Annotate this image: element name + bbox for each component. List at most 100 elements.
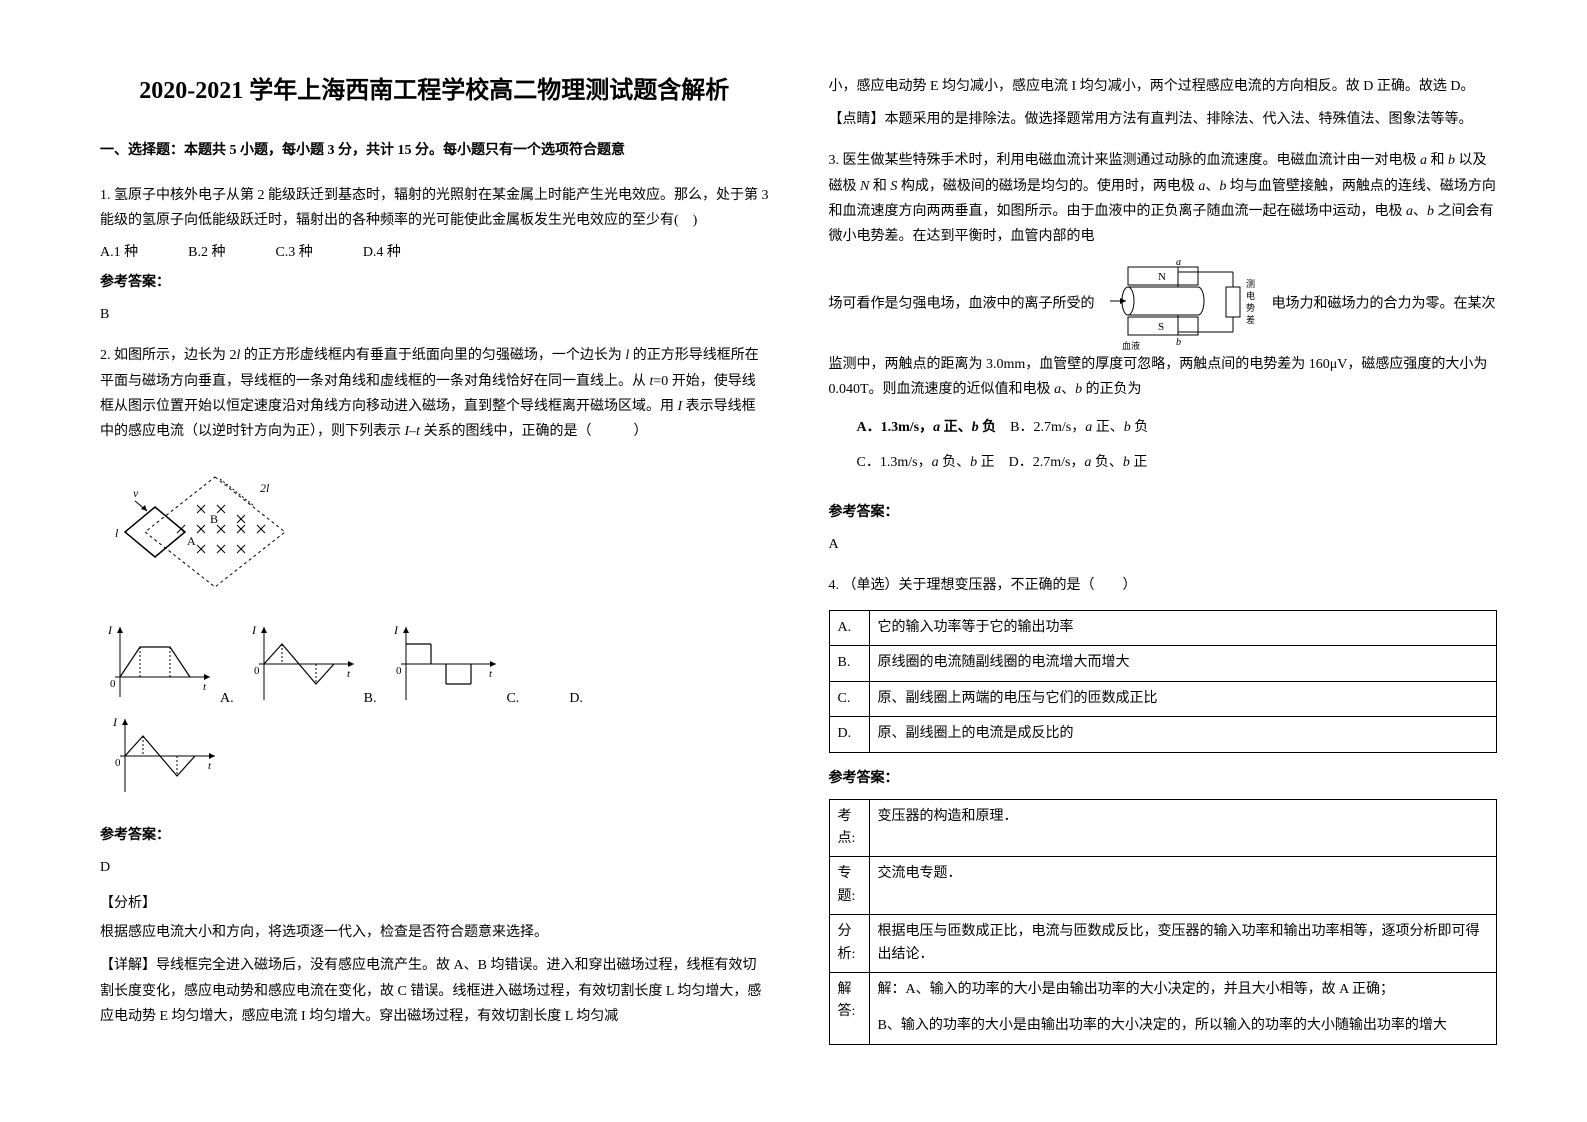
q3t8: 、: [1413, 204, 1427, 219]
q3-continuation: 场可看作是匀强电场，血液中的离子所受的 N S a b: [829, 257, 1498, 402]
q2-answer: D: [100, 860, 769, 876]
labelC: C.: [506, 691, 519, 707]
q1-options: A.1 种 B.2 种 C.3 种 D.4 种: [100, 241, 769, 261]
q3t13: 的正负为: [1082, 382, 1142, 397]
question-1: 1. 氢原子中核外电子从第 2 能级跃迁到基态时，辐射的光照射在某金属上时能产生…: [100, 183, 769, 233]
q2-dianping-text: 本题采用的是排除法。做选择题常用方法有直判法、排除法、代入法、特殊值法、图象法等…: [885, 112, 1473, 127]
q3-answer: A: [829, 537, 1498, 553]
q4-r1: 变压器的构造和原理．: [869, 799, 1497, 857]
q1-optC: C.3 种: [275, 241, 312, 261]
q1-answer: B: [100, 307, 769, 323]
svg-text:0: 0: [254, 665, 260, 677]
q3oCa: a: [932, 455, 939, 470]
q3oA1: A．1.3m/s，: [857, 420, 934, 435]
q1-optD: D.4 种: [363, 241, 401, 261]
svg-text:0: 0: [110, 678, 116, 690]
svg-text:l: l: [115, 526, 119, 540]
q4-optB: 原线圈的电流随副线圈的电流增大而增大: [869, 646, 1497, 681]
svg-text:差: 差: [1246, 314, 1255, 325]
svg-text:t: t: [489, 668, 493, 680]
q2-t1: 2. 如图所示，边长为 2: [100, 348, 237, 363]
q4-optC: 原、副线圈上两端的电压与它们的匝数成正比: [869, 681, 1497, 716]
detail-label: 【详解】: [100, 958, 156, 973]
q3b3: b: [1427, 204, 1434, 219]
q2-detail-cont: 小，感应电动势 E 均匀减小，感应电流 I 均匀减小，两个过程感应电流的方向相反…: [829, 74, 1498, 99]
q4-r2: 交流电专题．: [869, 857, 1497, 915]
q4-r4-p1: 解：A、输入的功率的大小是由输出功率的大小决定的，并且大小相等，故 A 正确；: [878, 979, 1489, 1001]
q3t1: 3. 医生做某些特殊手术时，利用电磁血流计来监测通过动脉的血流速度。电磁血流计由…: [829, 153, 1421, 168]
q2-t2: 的正方形虚线框内有垂直于纸面向里的匀强磁场，一个边长为: [240, 348, 625, 363]
q3oC1: C．1.3m/s，: [857, 455, 932, 470]
answer-label-2: 参考答案：: [100, 824, 769, 844]
svg-text:I: I: [251, 623, 257, 637]
svg-text:B: B: [210, 512, 218, 526]
q3a4: a: [1054, 382, 1061, 397]
q3oB1: B．2.7m/s，: [1010, 420, 1085, 435]
q3-options: A．1.3m/s，a 正、b 负 B．2.7m/s，a 正、b 负 C．1.3m…: [857, 409, 1498, 485]
left-column: 2020-2021 学年上海西南工程学校高二物理测试题含解析 一、选择题：本题共…: [100, 70, 769, 1082]
q3t6: 、: [1205, 179, 1219, 194]
q3t10: 场可看作是匀强电场，血液中的离子所受的: [829, 297, 1095, 312]
analysis-label: 【分析】: [100, 892, 769, 912]
svg-text:0: 0: [115, 757, 121, 769]
q2-option-figures: I 0 t A. I 0 t B.: [100, 622, 769, 707]
table-row: A.它的输入功率等于它的输出功率: [829, 611, 1497, 646]
q1-optA: A.1 种: [100, 241, 138, 261]
q4-r4-p2: B、输入的功率的大小是由输出功率的大小决定的，所以输入的功率的大小随输出功率的增…: [878, 1015, 1489, 1037]
q3t12: 、: [1061, 382, 1075, 397]
q4-optD-label: D.: [829, 717, 869, 752]
q3oA2: 正、: [940, 420, 972, 435]
svg-text:a: a: [1176, 257, 1181, 268]
table-row: 专题:交流电专题．: [829, 857, 1497, 915]
q3oB3: 负: [1131, 420, 1149, 435]
q3a3: a: [1406, 204, 1413, 219]
q3oD2: 负、: [1091, 455, 1123, 470]
svg-text:t: t: [203, 681, 207, 693]
q2-detail: 【详解】导线框完全进入磁场后，没有感应电流产生。故 A、B 均错误。进入和穿出磁…: [100, 953, 769, 1029]
question-3: 3. 医生做某些特殊手术时，利用电磁血流计来监测通过动脉的血流速度。电磁血流计由…: [829, 148, 1498, 249]
table-row: 解答: 解：A、输入的功率的大小是由输出功率的大小决定的，并且大小相等，故 A …: [829, 972, 1497, 1044]
labelA: A.: [220, 691, 234, 707]
q4-optC-label: C.: [829, 681, 869, 716]
q3-optD: D．2.7m/s，a 负、b 正: [1009, 455, 1148, 470]
q2-analysis: 根据感应电流大小和方向，将选项逐一代入，检查是否符合题意来选择。: [100, 920, 769, 945]
q2-It: I–t: [405, 424, 421, 439]
svg-text:血液: 血液: [1122, 340, 1140, 351]
q4-analysis-table: 考点:变压器的构造和原理． 专题:交流电专题． 分析:根据电压与匝数成正比，电流…: [829, 799, 1498, 1045]
q3oB2: 正、: [1092, 420, 1124, 435]
q4-optA: 它的输入功率等于它的输出功率: [869, 611, 1497, 646]
q3oBb: b: [1124, 420, 1131, 435]
q3oD3: 正: [1130, 455, 1148, 470]
table-row: 分析:根据电压与匝数成正比，电流与匝数成反比，变压器的输入功率和输出功率相等，逐…: [829, 915, 1497, 973]
labelB: B.: [364, 691, 377, 707]
q2-dianping: 【点睛】本题采用的是排除法。做选择题常用方法有直判法、排除法、代入法、特殊值法、…: [829, 107, 1498, 132]
q4-r3-label: 分析:: [829, 915, 869, 973]
q3oDb: b: [1123, 455, 1130, 470]
q3b4: b: [1075, 382, 1082, 397]
q3t5: 构成，磁极间的磁场是均匀的。使用时，两电极: [897, 179, 1198, 194]
svg-text:测: 测: [1246, 279, 1255, 289]
page-title: 2020-2021 学年上海西南工程学校高二物理测试题含解析: [100, 70, 769, 105]
table-row: D.原、副线圈上的电流是成反比的: [829, 717, 1497, 752]
question-4: 4. （单选）关于理想变压器，不正确的是（ ）: [829, 573, 1498, 598]
q3a1: a: [1420, 153, 1427, 168]
q3oAb: b: [972, 420, 979, 435]
q3oA3: 负: [979, 420, 997, 435]
q4-r2-label: 专题:: [829, 857, 869, 915]
svg-text:b: b: [1176, 337, 1181, 348]
q3t4: 和: [869, 179, 890, 194]
q4-options-table: A.它的输入功率等于它的输出功率 B.原线圈的电流随副线圈的电流增大而增大 C.…: [829, 610, 1498, 753]
q4-r4-label: 解答:: [829, 972, 869, 1044]
svg-text:I: I: [107, 623, 113, 637]
svg-text:v: v: [133, 486, 139, 500]
svg-text:t: t: [208, 760, 212, 772]
answer-label-3: 参考答案：: [829, 501, 1498, 521]
table-row: B.原线圈的电流随副线圈的电流增大而增大: [829, 646, 1497, 681]
q3oD1: D．2.7m/s，: [1009, 455, 1085, 470]
svg-text:S: S: [1158, 321, 1164, 333]
q4-r4: 解：A、输入的功率的大小是由输出功率的大小决定的，并且大小相等，故 A 正确； …: [869, 972, 1497, 1044]
answer-label-4: 参考答案：: [829, 767, 1498, 787]
q2-t6: 关系的图线中，正确的是（ ）: [420, 424, 648, 439]
q2-figD: I 0 t: [100, 709, 769, 804]
q3oC2: 负、: [939, 455, 971, 470]
